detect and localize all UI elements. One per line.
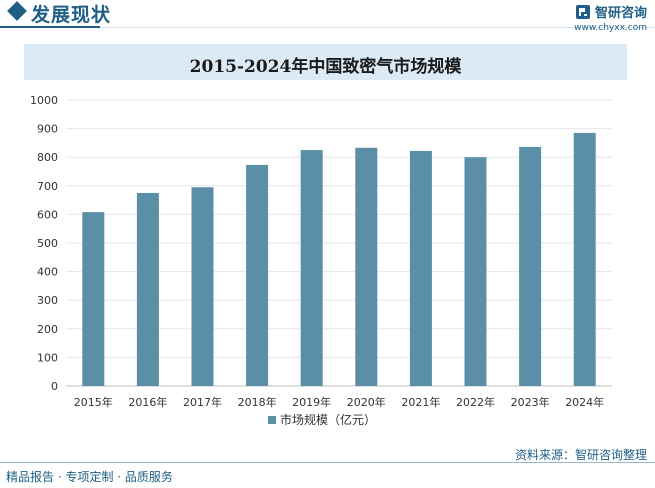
x-tick-label: 2023年 xyxy=(511,395,550,409)
y-tick-label: 600 xyxy=(37,208,58,221)
chart-title: 2015-2024年中国致密气市场规模 xyxy=(189,57,462,77)
bars xyxy=(82,132,596,386)
bar xyxy=(191,187,214,386)
bar xyxy=(300,150,323,386)
bar xyxy=(464,157,487,386)
bar xyxy=(519,146,542,386)
x-tick-label: 2021年 xyxy=(401,395,440,409)
bar xyxy=(409,150,432,386)
brand-url: www.chyxx.com xyxy=(574,23,647,33)
y-tick-label: 200 xyxy=(37,323,58,336)
x-tick-label: 2020年 xyxy=(347,395,386,409)
bar xyxy=(573,132,596,386)
y-tick-label: 300 xyxy=(37,294,58,307)
bar xyxy=(136,192,159,386)
x-tick-label: 2018年 xyxy=(238,395,277,409)
brand: 智研咨询 www.chyxx.com xyxy=(574,2,647,33)
bar xyxy=(355,147,378,386)
y-tick-labels: 0 100 200 300 400 500 600 700 800 900 1000 xyxy=(30,94,58,393)
section-title: 发展现状 xyxy=(31,4,112,26)
brand-logo-icon xyxy=(575,4,590,19)
y-tick-label: 900 xyxy=(37,123,58,136)
chart-title-bar: 2015-2024年中国致密气市场规模 xyxy=(24,44,627,80)
x-tick-label: 2019年 xyxy=(292,395,331,409)
legend: 市场规模（亿元） xyxy=(268,412,376,427)
legend-label: 市场规模（亿元） xyxy=(280,412,376,427)
bar xyxy=(246,164,269,386)
x-tick-labels: 2015年 2016年 2017年 2018年 2019年 2020年 2021年 2022年… xyxy=(74,395,604,409)
x-tick-label: 2022年 xyxy=(456,395,495,409)
header-accent-line xyxy=(0,26,100,28)
y-tick-label: 100 xyxy=(37,351,58,364)
y-tick-label: 800 xyxy=(37,151,58,164)
brand-name: 智研咨询 xyxy=(594,6,647,21)
y-tick-label: 500 xyxy=(37,237,58,250)
footer-services: 精品报告 · 专项定制 · 品质服务 xyxy=(6,470,173,484)
bar xyxy=(82,212,105,386)
x-tick-label: 2017年 xyxy=(183,395,222,409)
y-tick-label: 400 xyxy=(37,266,58,279)
x-tick-label: 2024年 xyxy=(565,395,604,409)
y-tick-label: 1000 xyxy=(30,94,58,107)
y-tick-label: 0 xyxy=(51,380,58,393)
header-divider xyxy=(100,27,655,28)
legend-swatch xyxy=(268,416,276,424)
x-tick-label: 2015年 xyxy=(74,395,113,409)
footer-divider xyxy=(0,462,655,463)
x-tick-label: 2016年 xyxy=(128,395,167,409)
source-note: 资料来源：智研咨询整理 xyxy=(514,448,647,462)
page-header: 发展现状 智研咨询 www.chyxx.com xyxy=(0,0,655,34)
y-tick-label: 700 xyxy=(37,180,58,193)
